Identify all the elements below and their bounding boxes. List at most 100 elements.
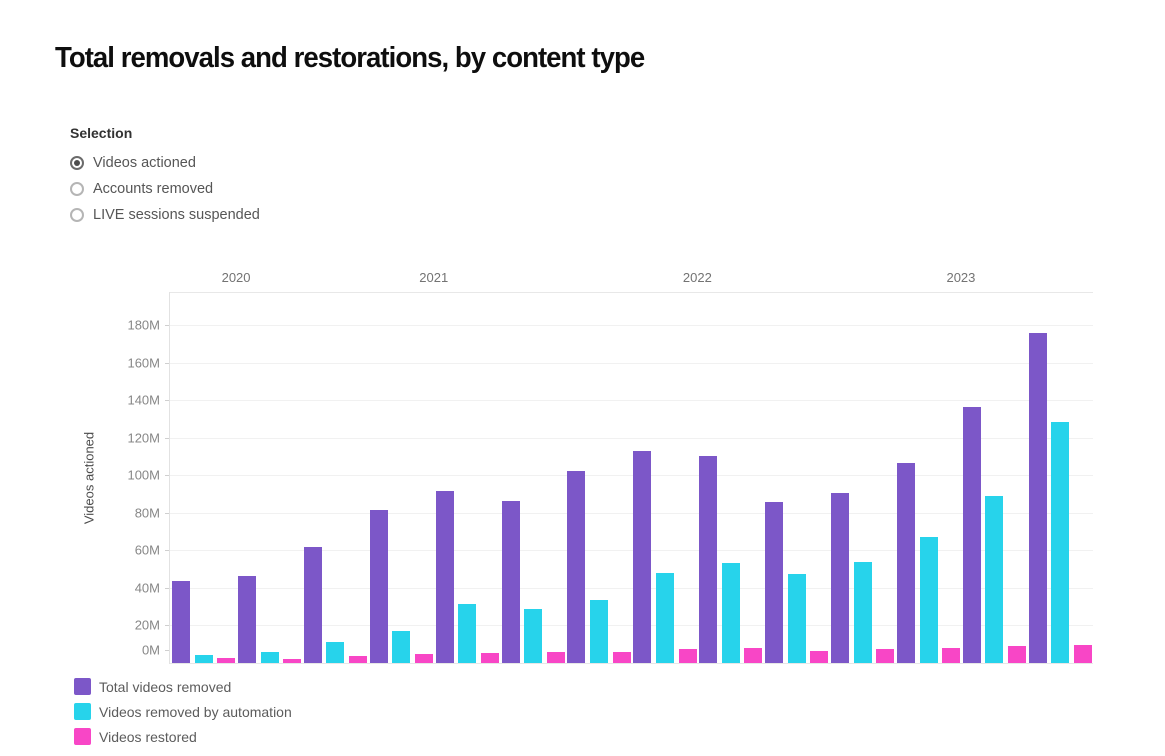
bar-total-videos-removed-q13[interactable] [963, 407, 981, 663]
year-label-2020: 2020 [221, 270, 251, 285]
radio-dot [74, 160, 80, 166]
radio-option-live-sessions-suspended[interactable]: LIVE sessions suspended [70, 202, 260, 228]
bar-videos-restored-q1[interactable] [217, 658, 235, 663]
bar-videos-removed-by-automation-q7[interactable] [590, 600, 608, 663]
radio-unselected-icon[interactable] [70, 208, 84, 222]
radio-unselected-icon[interactable] [70, 182, 84, 196]
bar-videos-removed-by-automation-q13[interactable] [985, 496, 1003, 663]
bar-videos-removed-by-automation-q1[interactable] [195, 655, 213, 663]
gridline-100M [170, 475, 1093, 476]
y-tick-label: 120M [127, 430, 160, 446]
bar-total-videos-removed-q14[interactable] [1029, 333, 1047, 663]
bar-videos-restored-q14[interactable] [1074, 645, 1092, 663]
bar-total-videos-removed-q5[interactable] [436, 491, 454, 663]
radio-group: Videos actioned Accounts removed LIVE sess… [70, 150, 260, 228]
bar-total-videos-removed-q10[interactable] [765, 502, 783, 663]
zero-line [170, 663, 1093, 664]
radio-option-label: Accounts removed [93, 181, 214, 197]
bar-total-videos-removed-q8[interactable] [633, 451, 651, 663]
plot-top-border [170, 292, 1093, 293]
bar-videos-removed-by-automation-q10[interactable] [788, 574, 806, 663]
y-axis-tick [165, 475, 169, 476]
selection-panel: Selection Videos actioned Accounts remove… [70, 125, 260, 228]
y-tick-label: 60M [134, 542, 160, 558]
bar-videos-restored-q7[interactable] [613, 652, 631, 663]
radio-option-accounts-removed[interactable]: Accounts removed [70, 176, 260, 202]
y-tick-label: 80M [134, 505, 160, 521]
bar-videos-removed-by-automation-q4[interactable] [392, 631, 410, 663]
gridline-140M [170, 400, 1093, 401]
y-axis-title: Videos actioned [81, 431, 97, 525]
y-axis-tick [165, 650, 169, 651]
bar-videos-removed-by-automation-q14[interactable] [1051, 422, 1069, 663]
legend-label: Total videos removed [99, 678, 232, 695]
gridline-40M [170, 588, 1093, 589]
legend-swatch-icon [74, 703, 91, 720]
y-axis-tick [165, 625, 169, 626]
bar-videos-restored-q13[interactable] [1008, 646, 1026, 663]
bar-videos-removed-by-automation-q5[interactable] [458, 604, 476, 663]
bar-videos-removed-by-automation-q11[interactable] [854, 562, 872, 663]
bar-videos-removed-by-automation-q12[interactable] [920, 537, 938, 663]
bar-videos-restored-q2[interactable] [283, 659, 301, 663]
legend-label: Videos restored [99, 728, 197, 745]
y-axis-tick [165, 363, 169, 364]
legend-item-videos-restored[interactable]: Videos restored [74, 728, 197, 745]
page-title: Total removals and restorations, by cont… [55, 42, 645, 74]
bar-total-videos-removed-q4[interactable] [370, 510, 388, 663]
y-tick-label: 0M [141, 642, 160, 658]
bar-videos-restored-q11[interactable] [876, 649, 894, 663]
y-axis-tick [165, 438, 169, 439]
gridline-120M [170, 438, 1093, 439]
gridline-160M [170, 363, 1093, 364]
bar-total-videos-removed-q1[interactable] [172, 581, 190, 663]
bar-videos-restored-q6[interactable] [547, 652, 565, 663]
bar-videos-removed-by-automation-q3[interactable] [326, 642, 344, 663]
y-axis-tick [165, 325, 169, 326]
y-tick-label: 180M [127, 317, 160, 333]
y-tick-label: 160M [127, 355, 160, 371]
gridline-20M [170, 625, 1093, 626]
bar-total-videos-removed-q2[interactable] [238, 576, 256, 663]
radio-option-label: Videos actioned [93, 155, 196, 171]
legend-item-total-videos-removed[interactable]: Total videos removed [74, 678, 231, 695]
y-tick-label: 100M [127, 467, 160, 483]
bar-total-videos-removed-q3[interactable] [304, 547, 322, 663]
radio-option-label: LIVE sessions suspended [93, 207, 260, 223]
legend-item-videos-removed-by-automation[interactable]: Videos removed by automation [74, 703, 292, 720]
radio-option-videos-actioned[interactable]: Videos actioned [70, 150, 260, 176]
bar-videos-removed-by-automation-q6[interactable] [524, 609, 542, 663]
bar-videos-removed-by-automation-q9[interactable] [722, 563, 740, 663]
bar-videos-removed-by-automation-q8[interactable] [656, 573, 674, 663]
legend-label: Videos removed by automation [99, 703, 292, 720]
selection-header: Selection [70, 125, 133, 141]
y-axis-tick [165, 400, 169, 401]
y-axis-tick [165, 513, 169, 514]
bar-total-videos-removed-q9[interactable] [699, 456, 717, 663]
y-tick-label: 40M [134, 580, 160, 596]
bar-total-videos-removed-q6[interactable] [502, 501, 520, 663]
year-label-2021: 2021 [419, 270, 449, 285]
bar-videos-restored-q10[interactable] [810, 651, 828, 663]
y-tick-label: 140M [127, 392, 160, 408]
bar-videos-restored-q9[interactable] [744, 648, 762, 663]
radio-selected-icon[interactable] [70, 156, 84, 170]
gridline-80M [170, 513, 1093, 514]
bar-videos-restored-q5[interactable] [481, 653, 499, 663]
year-label-2022: 2022 [682, 270, 712, 285]
gridline-180M [170, 325, 1093, 326]
bar-videos-restored-q8[interactable] [679, 649, 697, 663]
bar-videos-restored-q12[interactable] [942, 648, 960, 663]
y-axis-tick [165, 550, 169, 551]
bar-total-videos-removed-q7[interactable] [567, 471, 585, 663]
bar-videos-restored-q3[interactable] [349, 656, 367, 663]
bar-videos-restored-q4[interactable] [415, 654, 433, 663]
bar-total-videos-removed-q11[interactable] [831, 493, 849, 663]
y-axis-line [169, 292, 170, 664]
y-axis-tick [165, 588, 169, 589]
year-label-2023: 2023 [946, 270, 976, 285]
bar-videos-removed-by-automation-q2[interactable] [261, 652, 279, 663]
bar-total-videos-removed-q12[interactable] [897, 463, 915, 663]
legend-swatch-icon [74, 678, 91, 695]
